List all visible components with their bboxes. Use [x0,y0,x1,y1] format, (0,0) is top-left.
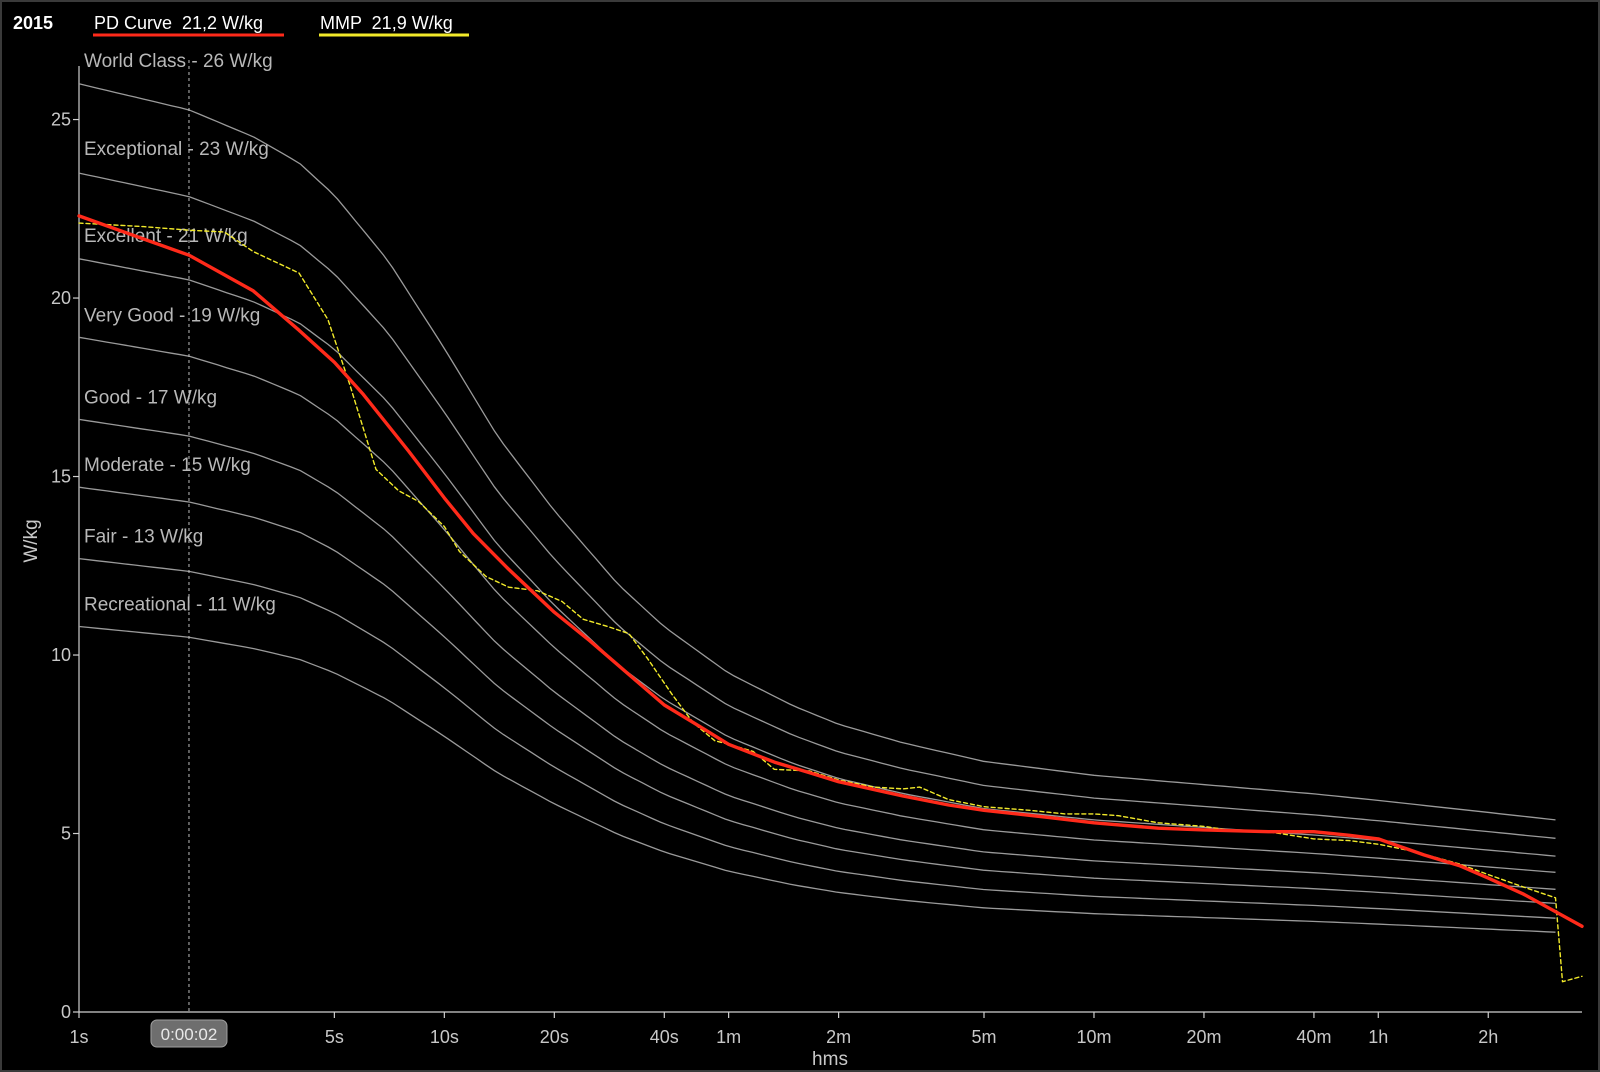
y-tick-label-5: 5 [61,824,71,844]
y-tick-label-25: 25 [51,110,71,130]
reference-label-exceptional-23-w-kg: Exceptional - 23 W/kg [84,139,269,160]
x-tick-label-20m: 20m [1186,1027,1221,1047]
reference-curve-exceptional-23-w-kg [78,172,1556,839]
y-tick-label-0: 0 [61,1002,71,1022]
cursor-badge[interactable]: 0:00:02 [150,1019,228,1048]
y-tick-group: 0 5 10 15 20 25 [51,110,79,1022]
x-tick-label-2h: 2h [1478,1027,1498,1047]
x-tick-group: 1s 5s 10s 20s 40s 1m 2m 5m 10m 20m 40m 1h 2h [69,1012,1498,1047]
cursor-time-label: 0:00:02 [161,1025,218,1044]
reference-curve-good-17-w-kg [78,418,1556,890]
series-line-pd-curve [77,214,1584,928]
y-tick-label-10: 10 [51,645,71,665]
x-tick-label-10m: 10m [1076,1027,1111,1047]
x-tick-label-1h: 1h [1368,1027,1388,1047]
legend-pd-curve-label: PD Curve 21,2 W/kg [94,13,263,33]
reference-labels: World Class - 26 W/kg Exceptional - 23 W/… [84,51,276,616]
x-tick-label-5m: 5m [971,1027,996,1047]
reference-label-fair-13-w-kg: Fair - 13 W/kg [84,527,203,548]
x-axis-title: hms [812,1049,848,1070]
reference-curve-moderate-15-w-kg [78,486,1556,905]
reference-label-good-17-w-kg: Good - 17 W/kg [84,387,217,408]
series-line-mmp [78,222,1583,983]
year-label: 2015 [13,13,53,33]
legend-mmp-label: MMP 21,9 W/kg [320,13,453,33]
reference-label-very-good-19-w-kg: Very Good - 19 W/kg [84,305,260,326]
reference-curve-very-good-19-w-kg [78,336,1556,873]
header: 2015 PD Curve 21,2 W/kg MMP 21,9 W/kg [13,13,469,37]
reference-label-world-class-26-w-kg: World Class - 26 W/kg [84,51,273,72]
reference-label-moderate-15-w-kg: Moderate - 15 W/kg [84,455,251,476]
x-tick-label-20s: 20s [540,1027,569,1047]
reference-curve-excellent-21-w-kg [78,258,1556,857]
legend-pd-curve[interactable]: PD Curve 21,2 W/kg [93,13,284,37]
reference-curve-world-class-26-w-kg [78,83,1556,821]
cursor-time-box [150,1019,228,1048]
x-tick-label-40m: 40m [1296,1027,1331,1047]
x-tick-label-1m: 1m [716,1027,741,1047]
y-tick-label-20: 20 [51,288,71,308]
data-series [77,214,1584,983]
x-tick-label-40s: 40s [650,1027,679,1047]
reference-curves [78,83,1556,933]
legend-mmp[interactable]: MMP 21,9 W/kg [319,13,469,37]
reference-curve-recreational-11-w-kg [78,625,1556,933]
y-tick-label-15: 15 [51,467,71,487]
y-axis-title: W/kg [21,519,42,562]
x-tick-label-5s: 5s [325,1027,344,1047]
x-tick-label-10s: 10s [430,1027,459,1047]
reference-label-recreational-11-w-kg: Recreational - 11 W/kg [84,594,276,615]
reference-curve-fair-13-w-kg [78,557,1556,919]
x-tick-label-1s: 1s [69,1027,88,1047]
x-tick-label-2m: 2m [826,1027,851,1047]
